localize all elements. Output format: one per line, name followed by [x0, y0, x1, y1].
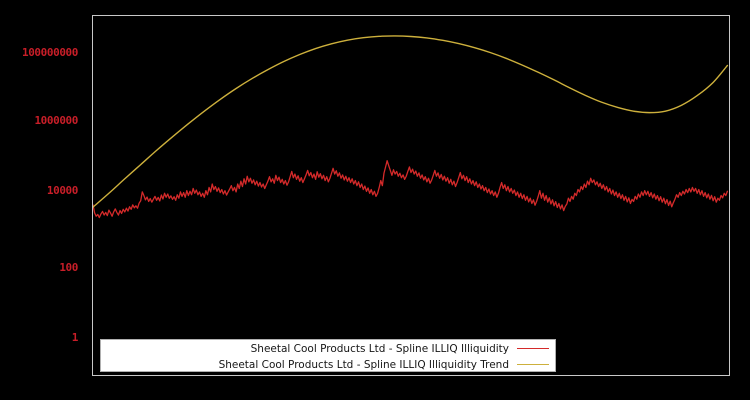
legend-swatch-illiquidity	[517, 348, 549, 349]
series-line-illiquidity	[93, 160, 729, 219]
ytick-label-1e2: 100	[59, 261, 78, 274]
series-line-illiquidity-trend	[93, 35, 729, 208]
legend-entry-illiquidity: Sheetal Cool Products Ltd - Spline ILLIQ…	[101, 341, 555, 356]
legend-label-illiquidity-trend: Sheetal Cool Products Ltd - Spline ILLIQ…	[218, 358, 509, 371]
ytick-label-1e6: 1000000	[34, 114, 78, 127]
ytick-label-1e8: 100000000	[21, 46, 78, 59]
data-series-layer	[93, 35, 729, 219]
legend-swatch-illiquidity-trend	[517, 364, 549, 365]
chart-legend: Sheetal Cool Products Ltd - Spline ILLIQ…	[100, 339, 556, 372]
legend-label-illiquidity: Sheetal Cool Products Ltd - Spline ILLIQ…	[250, 342, 509, 355]
ytick-label-1e4: 10000	[46, 184, 79, 197]
legend-entry-illiquidity-trend: Sheetal Cool Products Ltd - Spline ILLIQ…	[101, 357, 555, 372]
ytick-label-1e0: 1	[71, 331, 79, 344]
